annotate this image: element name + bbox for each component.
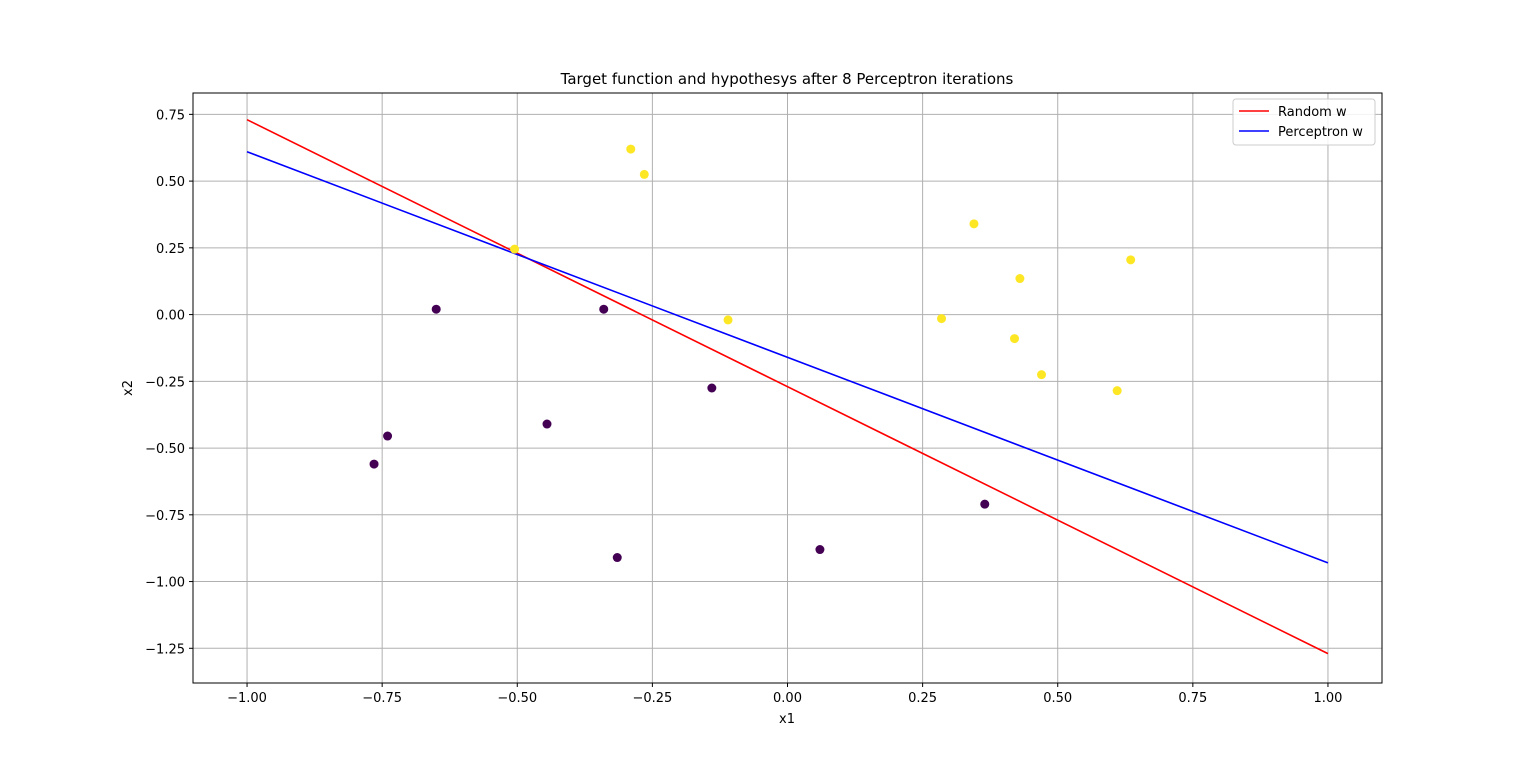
- y-axis-label: x2: [121, 380, 136, 396]
- x-tick-label: −0.75: [362, 691, 402, 706]
- y-tick-label: 0.00: [156, 309, 185, 324]
- y-tick-label: −0.75: [145, 509, 185, 524]
- data-point-negative: [707, 383, 717, 393]
- data-point-negative: [542, 419, 552, 429]
- y-axis-ticks: 0.75 0.50 0.25 0.00 −0.25 −0.50 −0.75 −1.00 −1.2…: [145, 108, 193, 657]
- x-tick-label: 0.00: [773, 691, 802, 706]
- legend: Random w Perceptron w: [1232, 98, 1376, 146]
- series-line-perceptron-w: [246, 150, 1329, 564]
- x-tick-label: −0.50: [497, 691, 537, 706]
- y-tick-label: 0.50: [156, 175, 185, 190]
- y-tick-label: 0.75: [156, 108, 185, 123]
- data-point-negative: [980, 499, 990, 509]
- x-tick-label: 0.50: [1043, 691, 1072, 706]
- y-tick-label: 0.25: [156, 242, 185, 257]
- data-point-negative: [369, 459, 379, 469]
- data-point-positive: [626, 144, 636, 154]
- data-point-positive: [937, 314, 947, 324]
- y-tick-label: −0.25: [145, 375, 185, 390]
- data-point-positive: [1037, 370, 1047, 380]
- y-tick-label: −0.50: [145, 442, 185, 457]
- x-tick-label: −0.25: [632, 691, 672, 706]
- series-line-random-w: [246, 118, 1329, 655]
- x-tick-label: −1.00: [227, 691, 267, 706]
- grid-lines: [193, 93, 1382, 683]
- data-point-negative: [612, 553, 622, 563]
- legend-label-random-w: Random w: [1278, 105, 1347, 120]
- series-lines: [246, 118, 1329, 655]
- x-tick-label: 0.25: [908, 691, 937, 706]
- x-tick-label: 1.00: [1313, 691, 1342, 706]
- x-tick-label: 0.75: [1178, 691, 1207, 706]
- data-points: [369, 144, 1136, 563]
- y-tick-label: −1.00: [145, 576, 185, 591]
- chart-title: Target function and hypothesys after 8 P…: [560, 70, 1014, 88]
- data-point-positive: [1112, 386, 1122, 396]
- data-point-positive: [969, 219, 979, 229]
- data-point-negative: [815, 545, 825, 555]
- data-point-negative: [383, 431, 393, 441]
- data-point-negative: [599, 304, 609, 314]
- data-point-positive: [1009, 334, 1019, 344]
- legend-label-perceptron-w: Perceptron w: [1278, 125, 1363, 140]
- data-point-positive: [723, 315, 733, 325]
- x-axis-ticks: −1.00 −0.75 −0.50 −0.25 0.00 0.25 0.50 0.75 1.00: [227, 683, 1342, 706]
- data-point-positive: [639, 169, 649, 179]
- data-point-positive: [510, 244, 520, 254]
- data-point-positive: [1015, 274, 1025, 284]
- data-point-positive: [1126, 255, 1136, 265]
- data-point-negative: [431, 304, 441, 314]
- y-tick-label: −1.25: [145, 642, 185, 657]
- x-axis-label: x1: [779, 712, 795, 727]
